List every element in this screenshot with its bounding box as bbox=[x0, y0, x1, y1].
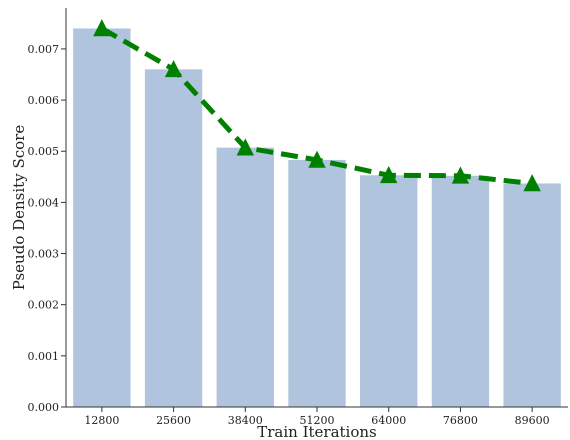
marker-25600 bbox=[164, 60, 183, 78]
y-tick-label: 0.000 bbox=[28, 401, 60, 414]
line-layer bbox=[93, 19, 541, 192]
y-tick-label: 0.004 bbox=[28, 196, 60, 209]
marker-51200 bbox=[308, 150, 326, 168]
y-axis-label: Pseudo Density Score bbox=[10, 125, 28, 291]
y-tick-label: 0.003 bbox=[28, 248, 60, 261]
y-tick-label: 0.007 bbox=[28, 43, 60, 56]
x-tick-label: 38400 bbox=[228, 414, 263, 427]
y-tick-label: 0.005 bbox=[28, 145, 60, 158]
y-tick-label: 0.006 bbox=[28, 94, 60, 107]
marker-76800 bbox=[451, 166, 470, 184]
marker-12800 bbox=[93, 19, 111, 37]
x-ticks: 12800 25600 38400 51200 64000 76800 89600 bbox=[84, 407, 550, 427]
bar-76800 bbox=[431, 175, 490, 407]
x-axis-label: Train Iterations bbox=[257, 423, 377, 440]
bar-51200 bbox=[288, 159, 346, 407]
x-tick-label: 25600 bbox=[156, 414, 191, 427]
y-tick-label: 0.002 bbox=[28, 299, 60, 312]
bar-25600 bbox=[144, 69, 203, 407]
bar-89600 bbox=[503, 183, 561, 407]
bar-12800 bbox=[73, 28, 131, 408]
x-tick-label: 12800 bbox=[84, 414, 119, 427]
y-tick-label: 0.001 bbox=[28, 350, 60, 363]
x-tick-label: 89600 bbox=[515, 414, 550, 427]
x-tick-label: 64000 bbox=[371, 414, 406, 427]
bar-38400 bbox=[216, 147, 274, 407]
marker-64000 bbox=[380, 165, 398, 184]
bar-64000 bbox=[360, 175, 418, 407]
bars-layer bbox=[73, 28, 561, 408]
y-ticks: 0.000 0.001 0.002 0.003 0.004 0.005 0.006 0.007 bbox=[28, 43, 66, 414]
marker-38400 bbox=[236, 138, 254, 156]
x-tick-label: 76800 bbox=[443, 414, 478, 427]
marker-89600 bbox=[523, 174, 541, 192]
x-tick-label: 51200 bbox=[300, 414, 335, 427]
